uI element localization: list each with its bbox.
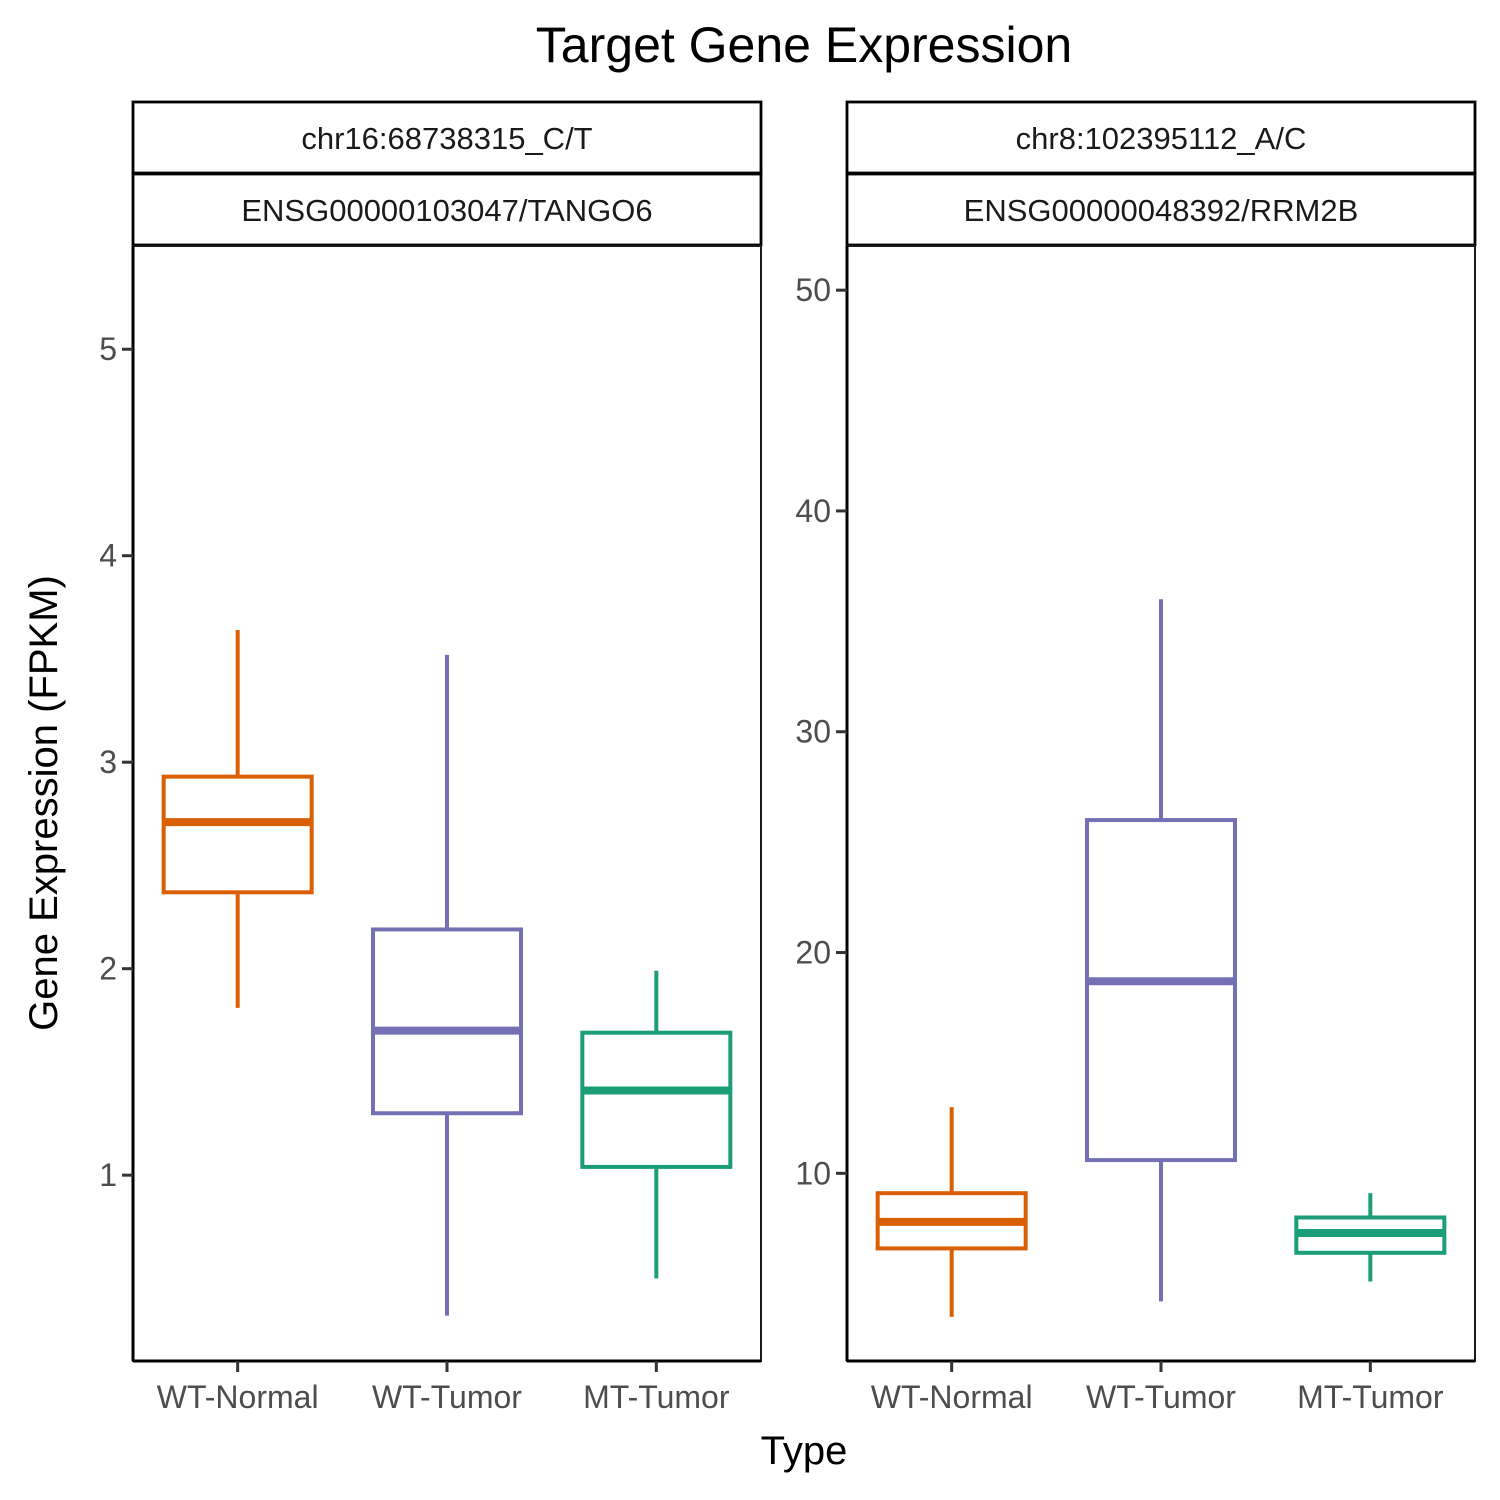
panel-2-strip-top-label: chr8:102395112_A/C: [1016, 121, 1307, 156]
y-axis-title: Gene Expression (FPKM): [22, 575, 66, 1031]
y-tick-label: 5: [99, 331, 117, 367]
wt-tumor-box: [371, 927, 523, 1116]
y-tick-label: 30: [795, 714, 831, 750]
panel-1-strip-bottom-label: ENSG00000103047/TANGO6: [241, 193, 652, 228]
panel-2-strip-bottom: [845, 172, 1477, 247]
x-tick-label: MT-Tumor: [1297, 1379, 1444, 1415]
panel-2-boxes: [875, 599, 1447, 1317]
y-tick-label: 1: [99, 1157, 117, 1193]
x-tick-label: WT-Normal: [871, 1379, 1033, 1415]
panel-1-strip-bottom: [131, 172, 763, 247]
panel-2-strip-bottom-label: ENSG00000048392/RRM2B: [964, 193, 1359, 228]
x-tick-label: MT-Tumor: [583, 1379, 730, 1415]
x-axis-title: Type: [761, 1429, 848, 1473]
y-tick-label: 50: [795, 272, 831, 308]
panel-2-x-ticks: WT-Normal WT-Tumor MT-Tumor: [871, 1361, 1444, 1415]
y-tick-label: 4: [99, 538, 117, 574]
panel-2-y-ticks: 10 20 30 40 50: [795, 272, 847, 1191]
panel-2: chr8:102395112_A/C ENSG00000048392/RRM2B…: [795, 100, 1477, 1415]
x-tick-label: WT-Tumor: [1086, 1379, 1236, 1415]
y-tick-label: 3: [99, 744, 117, 780]
y-tick-label: 20: [795, 935, 831, 971]
panel-1-x-ticks: WT-Normal WT-Tumor MT-Tumor: [157, 1361, 730, 1415]
wt-tumor-box: [1085, 818, 1237, 1163]
wt-normal-box: [161, 774, 314, 895]
chart-title: Target Gene Expression: [536, 17, 1072, 73]
y-tick-label: 2: [99, 951, 117, 987]
mt-tumor-box: [580, 1030, 733, 1169]
panel-1-strip-top-label: chr16:68738315_C/T: [301, 121, 592, 156]
panel-2-strip-top: [845, 100, 1477, 175]
y-tick-label: 10: [795, 1155, 831, 1191]
panel-1-boxes: [161, 630, 733, 1316]
x-tick-label: WT-Tumor: [372, 1379, 522, 1415]
y-tick-label: 40: [795, 493, 831, 529]
x-tick-label: WT-Normal: [157, 1379, 319, 1415]
panel-1-strip-top: [131, 100, 763, 175]
panel-1-y-ticks: 1 2 3 4 5: [99, 331, 133, 1193]
panel-1: chr16:68738315_C/T ENSG00000103047/TANGO…: [99, 100, 763, 1415]
